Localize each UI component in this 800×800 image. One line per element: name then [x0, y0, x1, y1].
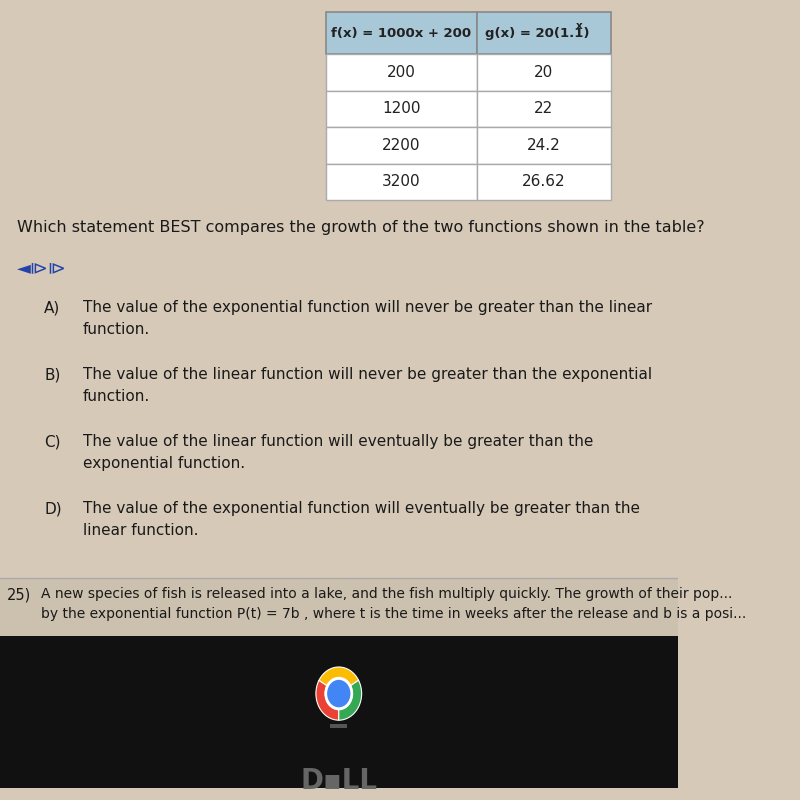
Wedge shape	[316, 680, 338, 720]
Text: The value of the exponential function will never be greater than the linear
func: The value of the exponential function wi…	[83, 301, 652, 337]
Circle shape	[324, 677, 353, 710]
Bar	[477, 127, 610, 163]
Text: ◄⧐⧐: ◄⧐⧐	[17, 259, 67, 277]
Text: C): C)	[44, 434, 61, 450]
Bar	[326, 127, 477, 163]
Text: D▪LL: D▪LL	[300, 767, 378, 795]
Text: D): D)	[44, 502, 62, 517]
Text: by the exponential function P(t) = 7b , where t is the time in weeks after the r: by the exponential function P(t) = 7b , …	[41, 607, 746, 621]
Text: 3200: 3200	[382, 174, 421, 190]
Text: The value of the exponential function will eventually be greater than the
linear: The value of the exponential function wi…	[83, 502, 640, 538]
Text: 26.62: 26.62	[522, 174, 566, 190]
Text: 25): 25)	[6, 587, 31, 602]
Bar	[330, 724, 347, 728]
Text: A): A)	[44, 301, 60, 315]
Bar	[477, 54, 610, 90]
Bar	[326, 54, 477, 90]
Text: B): B)	[44, 367, 61, 382]
Text: x: x	[576, 21, 582, 31]
Bar	[477, 163, 610, 200]
Text: f(x) = 1000x + 200: f(x) = 1000x + 200	[331, 26, 471, 39]
Text: The value of the linear function will never be greater than the exponential
func: The value of the linear function will ne…	[83, 367, 652, 404]
Text: 22: 22	[534, 102, 554, 116]
Text: 24.2: 24.2	[527, 138, 561, 153]
Wedge shape	[319, 667, 358, 686]
Bar	[0, 637, 678, 788]
Wedge shape	[338, 680, 362, 720]
Text: The value of the linear function will eventually be greater than the
exponential: The value of the linear function will ev…	[83, 434, 594, 471]
Text: Which statement BEST compares the growth of the two functions shown in the table: Which statement BEST compares the growth…	[17, 220, 705, 234]
Text: g(x) = 20(1.1): g(x) = 20(1.1)	[486, 26, 590, 39]
Bar	[326, 90, 477, 127]
Text: A new species of fish is released into a lake, and the fish multiply quickly. Th: A new species of fish is released into a…	[41, 587, 732, 601]
Text: 20: 20	[534, 65, 554, 80]
Text: 1200: 1200	[382, 102, 421, 116]
Circle shape	[326, 679, 351, 708]
Bar	[0, 579, 678, 637]
Text: 200: 200	[387, 65, 416, 80]
Bar	[326, 163, 477, 200]
Text: 2200: 2200	[382, 138, 421, 153]
Bar	[477, 12, 610, 54]
Bar	[477, 90, 610, 127]
Bar	[326, 12, 477, 54]
